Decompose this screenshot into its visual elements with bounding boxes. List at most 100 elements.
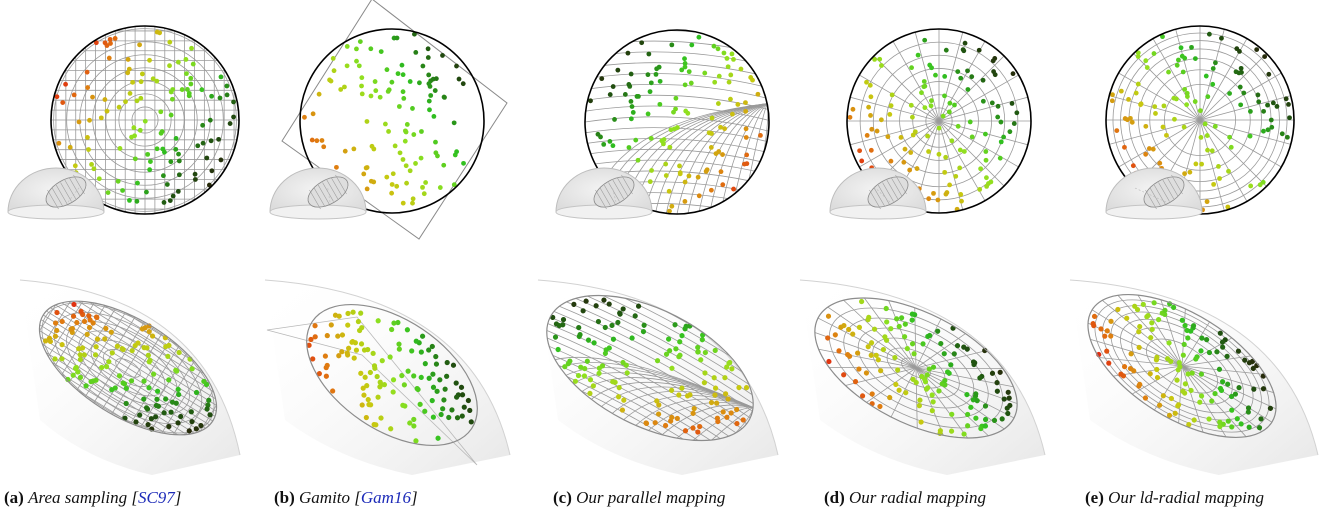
sample-point	[1261, 108, 1267, 114]
sample-point	[682, 82, 688, 88]
sample-point	[663, 161, 669, 167]
caption-a: (a) Area sampling [SC97]	[4, 488, 181, 508]
sample-point	[441, 397, 447, 403]
sample-point	[720, 152, 725, 157]
sample-point	[676, 392, 682, 398]
sample-point	[702, 70, 708, 76]
sample-point	[980, 98, 986, 104]
sample-point	[330, 56, 336, 61]
sample-point	[882, 334, 888, 340]
sample-point	[86, 313, 92, 319]
sample-point	[189, 366, 195, 372]
sample-point	[1007, 129, 1013, 135]
sample-point	[1198, 371, 1205, 377]
sample-point	[359, 83, 364, 89]
sample-point	[366, 401, 372, 408]
sample-point	[1154, 374, 1161, 381]
sample-point	[921, 84, 927, 90]
sample-point	[720, 182, 726, 188]
sample-point	[410, 106, 415, 111]
sample-point	[1140, 301, 1146, 308]
sample-point	[825, 313, 832, 319]
sample-point	[422, 361, 428, 367]
sample-point	[682, 64, 688, 70]
sample-point	[656, 64, 662, 70]
sample-point	[351, 146, 357, 152]
sample-point	[1172, 116, 1177, 122]
sample-point	[1229, 407, 1235, 413]
sample-point	[1102, 333, 1108, 339]
sample-point	[949, 411, 955, 417]
hemisphere-inset-icon	[7, 167, 105, 220]
sample-point	[672, 126, 677, 132]
sample-point	[1182, 171, 1187, 177]
sample-point	[170, 96, 175, 102]
sample-point	[201, 378, 207, 385]
sample-point	[723, 391, 729, 397]
sample-point	[1250, 365, 1256, 372]
sample-point	[411, 373, 417, 379]
sample-point	[965, 68, 970, 74]
sample-point	[961, 431, 967, 437]
sample-point	[142, 118, 148, 124]
sample-point	[953, 173, 959, 179]
sample-point	[1191, 417, 1197, 423]
sample-point	[661, 141, 666, 147]
sample-point	[103, 325, 109, 332]
panel-d-top-view	[829, 28, 1032, 220]
square-domain-outline	[266, 316, 478, 466]
sample-point	[190, 61, 196, 67]
sample-point	[112, 35, 118, 41]
sample-point	[699, 337, 705, 343]
sample-point	[391, 320, 397, 326]
sample-point	[93, 40, 99, 46]
sample-point	[1254, 47, 1260, 52]
sample-point	[910, 132, 916, 138]
sample-point	[429, 398, 435, 404]
sample-point	[400, 89, 406, 95]
sample-point	[99, 364, 105, 371]
sample-point	[327, 77, 332, 83]
sample-point	[1010, 71, 1016, 77]
sample-point	[662, 422, 669, 429]
sample-point	[423, 180, 429, 185]
sample-point	[1177, 364, 1183, 370]
sample-point	[1245, 405, 1252, 411]
sample-point	[944, 369, 951, 375]
caption-c-title: Our parallel mapping	[576, 488, 726, 507]
hemisphere-shading	[265, 280, 510, 475]
sample-point	[667, 348, 673, 354]
sample-point	[379, 358, 385, 364]
panels-layer	[7, 0, 1319, 475]
sample-point	[615, 67, 621, 73]
sample-point	[454, 63, 459, 69]
sample-point	[647, 89, 653, 95]
sample-point	[42, 338, 49, 344]
sample-point	[872, 56, 877, 62]
sample-point	[420, 63, 426, 69]
sample-point	[999, 416, 1005, 422]
sample-point	[610, 143, 616, 149]
sample-point	[353, 347, 360, 353]
sample-point	[1261, 128, 1266, 134]
sample-point	[973, 415, 979, 421]
sample-point	[399, 372, 405, 379]
sample-point	[1160, 393, 1166, 399]
caption-a-cite-link[interactable]: SC97	[137, 488, 175, 507]
sample-point	[420, 184, 425, 190]
leader-line	[67, 187, 80, 203]
sample-point	[620, 306, 626, 312]
sample-point	[148, 416, 155, 422]
sample-point	[738, 66, 744, 72]
sample-point	[149, 333, 156, 339]
sample-point	[417, 80, 422, 86]
hemisphere-shading	[538, 280, 778, 475]
sample-point	[911, 351, 917, 357]
sample-point	[400, 402, 406, 408]
sample-point	[1238, 65, 1244, 71]
sample-point	[1014, 110, 1020, 116]
caption-b-cite-link[interactable]: Gam16	[360, 488, 411, 507]
sample-point	[552, 334, 559, 340]
sample-point	[106, 359, 112, 365]
sample-point	[927, 332, 933, 339]
